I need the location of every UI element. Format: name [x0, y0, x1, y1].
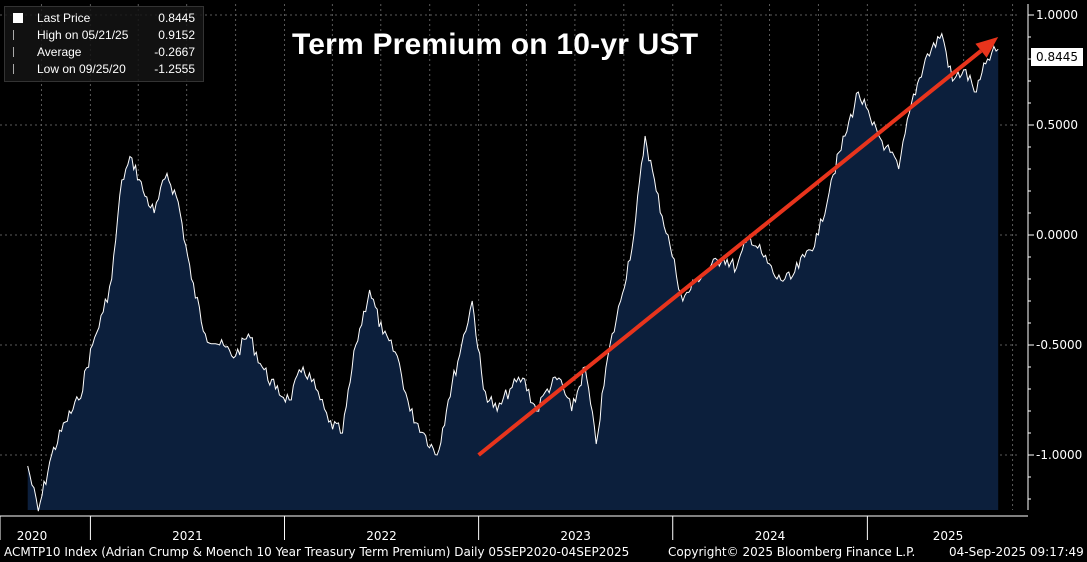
series-area	[27, 33, 999, 512]
legend-label: Average	[37, 45, 82, 59]
legend-label: High on 05/21/25	[37, 28, 129, 42]
last-price-tag: 0.8445	[1031, 48, 1083, 66]
footer-copyright: Copyright© 2025 Bloomberg Finance L.P.	[668, 545, 916, 559]
legend: Last Price 0.8445 High on 05/21/25 0.915…	[4, 6, 204, 82]
x-tick-label: 2025	[933, 529, 964, 543]
y-tick-label: -1.0000	[1036, 448, 1082, 462]
last-price-icon	[13, 13, 23, 23]
legend-row-average: Average -0.2667	[5, 44, 201, 60]
y-tick-label: -0.5000	[1036, 338, 1082, 352]
footer-ticker: ACMTP10 Index (Adrian Crump & Moench 10 …	[4, 545, 630, 559]
legend-row-high: High on 05/21/25 0.9152	[5, 27, 201, 43]
legend-value: 0.8445	[158, 11, 195, 25]
y-tick-label: 1.0000	[1036, 8, 1078, 22]
x-tick-label: 2021	[172, 529, 203, 543]
series-line	[27, 32, 999, 512]
chart-title: Term Premium on 10-yr UST	[292, 28, 699, 61]
legend-label: Low on 09/25/20	[37, 62, 126, 76]
x-tick-label: 2023	[560, 529, 591, 543]
x-tick-label: 2022	[366, 529, 397, 543]
average-marker-icon	[13, 47, 24, 57]
legend-row-low: Low on 09/25/20 -1.2555	[5, 61, 201, 77]
footer-timestamp: 04-Sep-2025 09:17:49	[949, 545, 1084, 559]
legend-row-last: Last Price 0.8445	[5, 10, 201, 26]
legend-value: 0.9152	[158, 28, 195, 42]
y-tick-label: 0.5000	[1036, 118, 1078, 132]
trend-arrow	[477, 37, 999, 457]
trend-arrow-head	[975, 37, 999, 58]
high-marker-icon	[13, 30, 24, 40]
x-tick-label: 2024	[755, 529, 786, 543]
legend-value: -1.2555	[154, 62, 195, 76]
trend-arrow-shaft	[477, 49, 983, 457]
legend-value: -0.2667	[154, 45, 195, 59]
x-tick-label: 2020	[17, 529, 48, 543]
low-marker-icon	[13, 64, 24, 74]
axis-layer: 1.0000 0.5000 0.0000 -0.5000 -1.0000 2020 2021…	[0, 4, 1082, 543]
legend-label: Last Price	[37, 11, 91, 25]
y-tick-label: 0.0000	[1036, 228, 1078, 242]
